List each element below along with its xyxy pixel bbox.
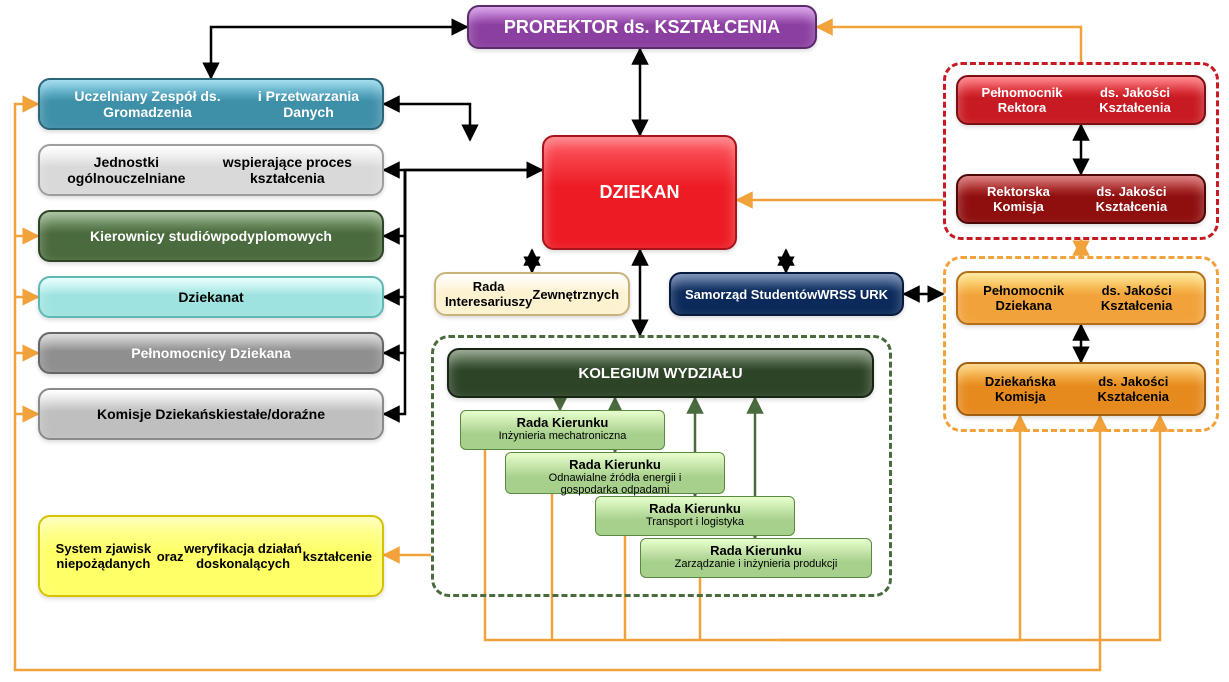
rk-title: Rada Kierunku bbox=[469, 415, 656, 430]
node-rada_int: Rada InteresariuszyZewnętrznych bbox=[434, 272, 630, 316]
node-jednostki: Jednostki ogólnouczelnianewspierające pr… bbox=[38, 144, 384, 196]
node-komisje: Komisje Dziekańskiestałe/doraźne bbox=[38, 388, 384, 440]
node-uczelniany: Uczelniany Zespół ds. Gromadzeniai Przet… bbox=[38, 78, 384, 130]
rk-title: Rada Kierunku bbox=[514, 457, 716, 472]
rada-kierunku-1: Rada KierunkuOdnawialne źródła energii i… bbox=[505, 452, 725, 494]
rada-kierunku-3: Rada KierunkuZarządzanie i inżynieria pr… bbox=[640, 538, 872, 578]
rk-title: Rada Kierunku bbox=[604, 501, 786, 516]
rk-title: Rada Kierunku bbox=[649, 543, 863, 558]
node-kierownicy: Kierownicy studiówpodyplomowych bbox=[38, 210, 384, 262]
rk-sub: Transport i logistyka bbox=[604, 516, 786, 528]
node-rekt_komisja: Rektorska Komisjads. Jakości Kształcenia bbox=[956, 174, 1206, 224]
node-dziekanat: Dziekanat bbox=[38, 276, 384, 318]
node-system: System zjawisk niepożądanychorazweryfika… bbox=[38, 515, 384, 597]
node-samorzad: Samorząd StudentówWRSS URK bbox=[669, 272, 904, 316]
node-dziekan: DZIEKAN bbox=[542, 135, 737, 250]
rada-kierunku-0: Rada KierunkuInżynieria mechatroniczna bbox=[460, 410, 665, 450]
node-prorektor: PROREKTOR ds. KSZTAŁCENIA bbox=[467, 5, 817, 49]
rada-kierunku-2: Rada KierunkuTransport i logistyka bbox=[595, 496, 795, 536]
rk-sub: Odnawialne źródła energii igospodarka od… bbox=[514, 472, 716, 496]
node-peln_dziekana: Pełnomocnik Dziekanads. Jakości Kształce… bbox=[956, 271, 1206, 325]
node-dziek_komisja: Dziekańska Komisjads. Jakości Kształceni… bbox=[956, 362, 1206, 416]
node-pelnomocnicy: Pełnomocnicy Dziekana bbox=[38, 332, 384, 374]
node-kolegium: KOLEGIUM WYDZIAŁU bbox=[447, 348, 874, 398]
node-peln_rektora: Pełnomocnik Rektorads. Jakości Kształcen… bbox=[956, 75, 1206, 125]
rk-sub: Inżynieria mechatroniczna bbox=[469, 430, 656, 442]
rk-sub: Zarządzanie i inżynieria produkcji bbox=[649, 558, 863, 570]
